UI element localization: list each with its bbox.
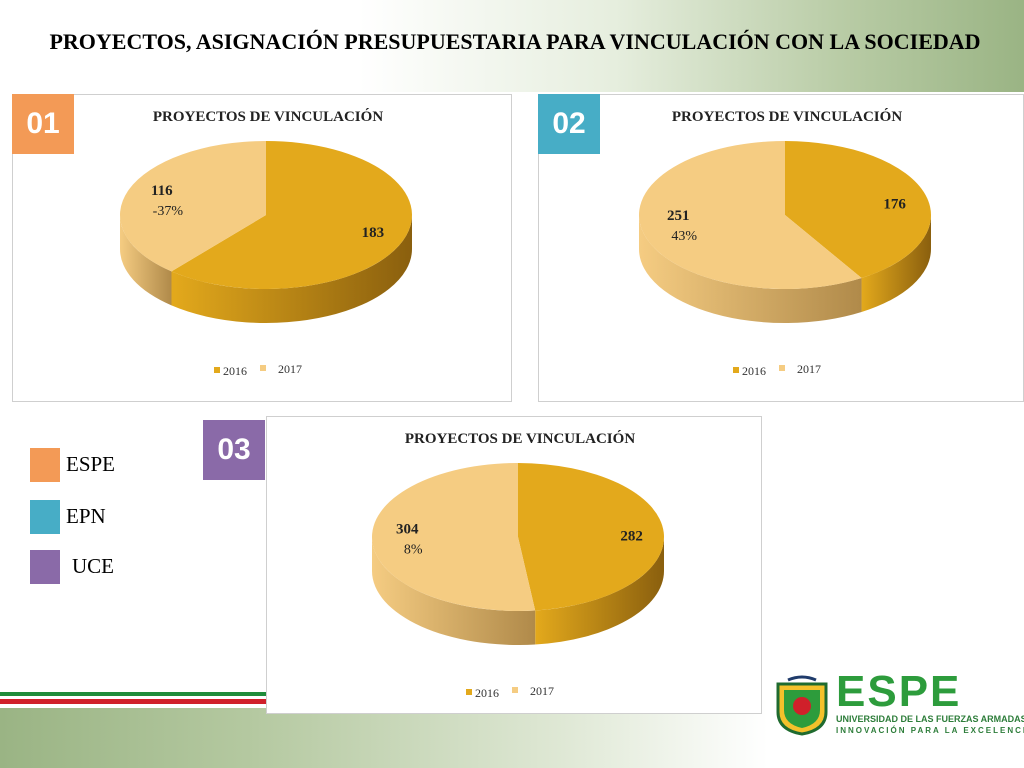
pie-slice-2017 [371, 463, 536, 611]
pie-slice-2017 [119, 141, 266, 272]
data-label-2017: 251 [667, 208, 690, 224]
data-label-2016: 282 [620, 528, 643, 544]
pie-slice-2016-side [535, 537, 664, 645]
pie-slice-2017 [639, 141, 862, 289]
university-seal-icon [776, 675, 828, 736]
pie-chart-1: PROYECTOS DE VINCULACIÓN 183 116 -37% 2016 20… [119, 108, 412, 378]
legend-label-2016: 2016 [223, 364, 247, 378]
data-label-2016: 176 [883, 197, 906, 213]
chart-title: PROYECTOS DE VINCULACIÓN [153, 108, 383, 125]
pie-chart-2: PROYECTOS DE VINCULACIÓN 176 251 43% 2016 201… [639, 108, 931, 378]
legend-label-epn: EPN [66, 504, 106, 528]
pie-slice-2016 [785, 141, 931, 279]
pie-slice-2016-side [171, 215, 412, 324]
data-label-2017: 304 [396, 521, 419, 537]
percent-annotation: 43% [671, 229, 697, 244]
badge-01: 01 [12, 94, 74, 154]
footer-stripes [0, 692, 268, 708]
header-band [0, 0, 1024, 92]
legend-label-2017: 2017 [797, 362, 821, 376]
badge-02: 02 [538, 94, 600, 154]
legend-swatch-2017 [260, 365, 266, 371]
pie-slice-2016-side [861, 215, 931, 313]
chart-title: PROYECTOS DE VINCULACIÓN [405, 430, 635, 447]
legend-swatch-2016 [733, 367, 739, 373]
percent-annotation: -37% [153, 204, 184, 219]
legend-label-2017: 2017 [278, 362, 302, 376]
legend-swatch-2017 [779, 365, 785, 371]
chart-panel-2: PROYECTOS DE VINCULACIÓN 176 251 43% 2016 201… [538, 94, 1024, 402]
legend-swatch-2017 [512, 687, 518, 693]
legend-label-2016: 2016 [742, 364, 766, 378]
legend-swatch-2016 [214, 367, 220, 373]
pie-slice-2016 [171, 141, 412, 289]
chart-panel-1: PROYECTOS DE VINCULACIÓN 183 116 -37% 2016 20… [12, 94, 512, 402]
page-title: PROYECTOS, ASIGNACIÓN PRESUPUESTARIA PAR… [49, 29, 981, 54]
legend-label-espe: ESPE [66, 452, 116, 476]
percent-annotation: 8% [404, 542, 423, 557]
logo-tagline: INNOVACIÓN PARA LA EXCELENCIA [836, 726, 1024, 735]
pie-chart-3: PROYECTOS DE VINCULACIÓN 282 304 8% 2016 2017 [371, 430, 664, 700]
pie-slice-2017-side [120, 215, 172, 306]
pie-slice-2016 [518, 463, 664, 611]
logo-wordmark: ESPE [836, 667, 962, 716]
legend-swatch-uce [30, 550, 60, 584]
legend-label-uce: UCE [72, 554, 114, 578]
data-label-2016: 183 [362, 225, 385, 241]
legend-swatch-epn [30, 500, 60, 534]
legend-swatch-2016 [466, 689, 472, 695]
espe-logo: ESPE UNIVERSIDAD DE LAS FUERZAS ARMADAS … [774, 667, 1024, 738]
legend-label-2017: 2017 [530, 684, 554, 698]
legend-label-2016: 2016 [475, 686, 499, 700]
pie-slice-2017-side [639, 215, 862, 323]
chart-title: PROYECTOS DE VINCULACIÓN [672, 108, 902, 125]
data-label-2017: 116 [151, 183, 173, 199]
legend-swatch-espe [30, 448, 60, 482]
logo-subtitle: UNIVERSIDAD DE LAS FUERZAS ARMADAS [836, 714, 1024, 724]
chart-panel-3: PROYECTOS DE VINCULACIÓN 282 304 8% 2016 2017 [266, 416, 762, 714]
badge-03: 03 [203, 420, 265, 480]
pie-slice-2017-side [372, 537, 536, 645]
